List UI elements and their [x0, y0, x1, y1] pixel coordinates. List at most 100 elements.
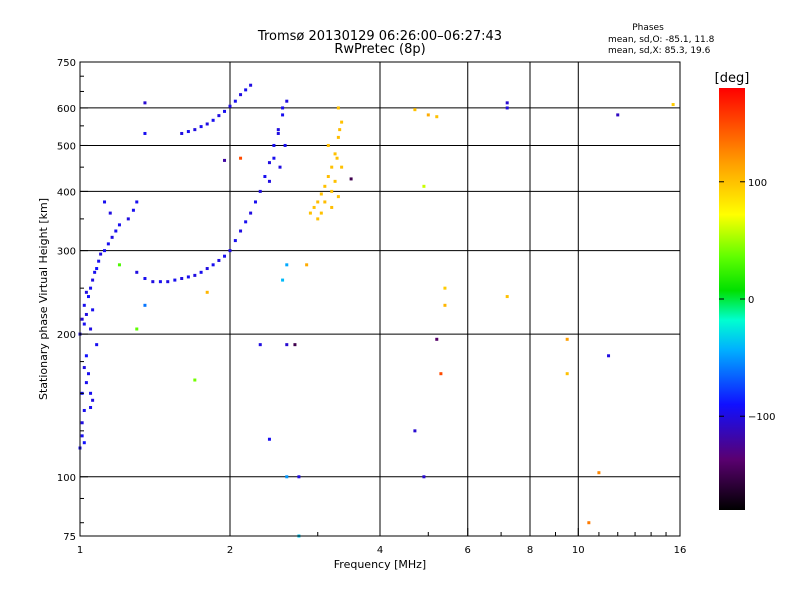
- data-point: [117, 223, 121, 227]
- data-points: [78, 83, 675, 538]
- data-point: [82, 322, 86, 326]
- data-point: [312, 205, 316, 209]
- y-tick-label: 600: [57, 104, 76, 115]
- y-tick-label: 75: [63, 532, 76, 543]
- data-point: [91, 278, 95, 282]
- data-point: [267, 161, 271, 165]
- data-point: [99, 252, 103, 256]
- y-tick-label: 100: [57, 473, 76, 484]
- data-point: [217, 258, 221, 262]
- y-tick-label: 400: [57, 187, 76, 198]
- y-axis-label: Stationary phase Virtual Height [km]: [37, 198, 50, 400]
- data-point: [84, 312, 88, 316]
- data-point: [239, 156, 243, 160]
- data-point: [281, 113, 285, 117]
- data-point: [82, 408, 86, 412]
- data-point: [173, 278, 177, 282]
- chart-title: Tromsø 20130129 06:26:00–06:27:43: [257, 29, 502, 44]
- data-point: [91, 398, 95, 402]
- data-point: [272, 143, 276, 147]
- data-point: [263, 175, 267, 179]
- data-point: [223, 158, 227, 162]
- data-point: [267, 179, 271, 183]
- data-point: [297, 475, 301, 479]
- data-point: [193, 378, 197, 382]
- data-point: [285, 475, 289, 479]
- data-point: [131, 208, 135, 212]
- stats-o-line: mean, sd,O: -85.1, 11.8: [608, 35, 715, 45]
- data-point: [413, 108, 417, 112]
- data-point: [333, 152, 337, 156]
- data-point: [103, 249, 107, 253]
- data-point: [330, 165, 334, 169]
- data-point: [108, 211, 112, 215]
- data-point: [413, 429, 417, 433]
- data-point: [82, 441, 86, 445]
- data-point: [143, 101, 147, 105]
- data-point: [80, 434, 84, 438]
- data-point: [89, 391, 93, 395]
- stats-x-line: mean, sd,X: 85.3, 19.6: [608, 46, 711, 56]
- x-tick-label: 8: [527, 545, 533, 556]
- data-point: [323, 200, 327, 204]
- data-point: [143, 277, 147, 281]
- x-tick-label: 1: [77, 545, 83, 556]
- data-point: [278, 165, 282, 169]
- data-point: [276, 128, 280, 132]
- data-point: [283, 143, 287, 147]
- data-point: [103, 200, 107, 204]
- data-point: [319, 211, 323, 215]
- data-point: [233, 99, 237, 103]
- data-point: [180, 277, 184, 281]
- data-point: [135, 200, 139, 204]
- data-point: [426, 113, 430, 117]
- colorbar-tick-label: 0: [748, 295, 754, 306]
- data-point: [336, 135, 340, 139]
- data-point: [439, 372, 443, 376]
- data-point: [106, 242, 110, 246]
- data-point: [349, 177, 353, 181]
- data-point: [597, 471, 601, 475]
- data-point: [422, 475, 426, 479]
- data-point: [435, 115, 439, 119]
- grid-lines: [80, 62, 680, 536]
- data-point: [80, 317, 84, 321]
- stats-heading: Phases: [632, 23, 664, 33]
- data-point: [193, 273, 197, 277]
- data-point: [95, 343, 99, 347]
- data-point: [211, 118, 215, 122]
- data-point: [422, 184, 426, 188]
- data-point: [199, 125, 203, 129]
- data-point: [443, 286, 447, 290]
- data-point: [249, 211, 253, 215]
- data-point: [135, 327, 139, 331]
- colorbar-label: [deg]: [715, 71, 750, 86]
- axis-ticks: 1 2 4 6 8 10 16 75 100 200 300 400 500 600 750: [57, 58, 686, 556]
- data-point: [281, 278, 285, 282]
- data-point: [186, 275, 190, 279]
- data-point: [205, 122, 209, 126]
- data-point: [253, 200, 257, 204]
- data-point: [276, 131, 280, 135]
- data-point: [565, 372, 569, 376]
- data-point: [239, 93, 243, 97]
- data-point: [587, 521, 591, 525]
- plot-frame: [79, 61, 681, 537]
- data-point: [272, 156, 276, 160]
- chart-subtitle: RwPretec (8p): [334, 42, 425, 57]
- data-point: [244, 220, 248, 224]
- data-point: [82, 366, 86, 370]
- data-point: [86, 295, 90, 299]
- colorbar-ticks: −100 0 100: [719, 178, 775, 423]
- data-point: [93, 270, 97, 274]
- data-point: [285, 343, 289, 347]
- data-point: [205, 267, 209, 271]
- data-point: [323, 184, 327, 188]
- data-point: [82, 303, 86, 307]
- data-point: [223, 109, 227, 113]
- data-point: [316, 217, 320, 221]
- y-tick-label: 750: [57, 58, 76, 69]
- data-point: [305, 263, 309, 267]
- data-point: [326, 175, 330, 179]
